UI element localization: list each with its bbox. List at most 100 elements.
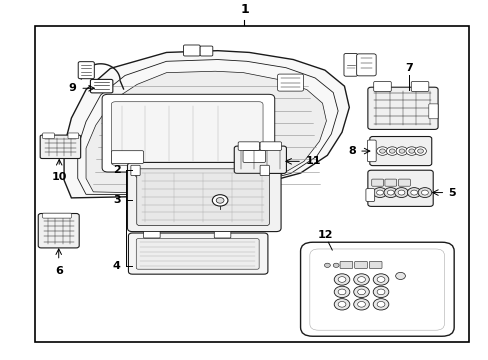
FancyBboxPatch shape	[131, 165, 140, 176]
FancyBboxPatch shape	[214, 231, 230, 238]
FancyBboxPatch shape	[78, 62, 94, 79]
FancyBboxPatch shape	[371, 179, 383, 186]
Circle shape	[353, 274, 368, 285]
FancyBboxPatch shape	[398, 179, 409, 186]
Circle shape	[337, 276, 345, 282]
Circle shape	[388, 149, 394, 153]
Circle shape	[357, 301, 365, 307]
Circle shape	[395, 147, 407, 155]
FancyBboxPatch shape	[38, 213, 79, 248]
Circle shape	[421, 190, 427, 195]
Circle shape	[376, 276, 384, 282]
Circle shape	[353, 299, 368, 310]
FancyBboxPatch shape	[339, 261, 352, 269]
Circle shape	[333, 274, 349, 285]
Circle shape	[357, 289, 365, 295]
Text: 10: 10	[51, 172, 67, 182]
FancyBboxPatch shape	[42, 213, 71, 218]
FancyBboxPatch shape	[234, 146, 286, 174]
Text: 1: 1	[240, 3, 248, 16]
Circle shape	[417, 188, 431, 198]
Text: 3: 3	[113, 195, 121, 205]
FancyBboxPatch shape	[260, 142, 281, 150]
Polygon shape	[86, 71, 326, 193]
Polygon shape	[64, 51, 348, 198]
FancyBboxPatch shape	[343, 54, 357, 76]
Circle shape	[417, 149, 423, 153]
FancyBboxPatch shape	[102, 94, 274, 172]
Circle shape	[333, 286, 349, 298]
FancyBboxPatch shape	[90, 80, 113, 93]
Circle shape	[386, 147, 397, 155]
Circle shape	[397, 190, 404, 195]
Circle shape	[398, 149, 404, 153]
Circle shape	[372, 274, 388, 285]
Circle shape	[337, 289, 345, 295]
Circle shape	[383, 188, 397, 198]
FancyBboxPatch shape	[243, 150, 265, 162]
FancyBboxPatch shape	[260, 165, 269, 176]
Circle shape	[410, 190, 417, 195]
FancyBboxPatch shape	[200, 46, 212, 56]
Text: 12: 12	[317, 230, 332, 240]
FancyBboxPatch shape	[68, 133, 79, 139]
Circle shape	[395, 273, 405, 279]
Text: 8: 8	[347, 146, 355, 156]
Circle shape	[333, 299, 349, 310]
Text: 7: 7	[405, 63, 412, 73]
Circle shape	[379, 149, 385, 153]
Bar	[35, 26, 468, 342]
FancyBboxPatch shape	[183, 45, 200, 56]
Circle shape	[394, 188, 407, 198]
FancyBboxPatch shape	[410, 81, 428, 91]
FancyBboxPatch shape	[368, 261, 381, 269]
Circle shape	[414, 147, 426, 155]
FancyBboxPatch shape	[365, 189, 374, 202]
FancyBboxPatch shape	[300, 242, 453, 336]
FancyBboxPatch shape	[277, 74, 303, 91]
FancyBboxPatch shape	[366, 140, 375, 162]
Circle shape	[376, 190, 383, 195]
Circle shape	[337, 301, 345, 307]
Circle shape	[376, 147, 387, 155]
Text: 4: 4	[113, 261, 121, 271]
FancyBboxPatch shape	[367, 87, 437, 130]
FancyBboxPatch shape	[354, 261, 366, 269]
Circle shape	[372, 188, 386, 198]
Circle shape	[212, 195, 227, 206]
FancyBboxPatch shape	[143, 231, 160, 238]
Circle shape	[324, 263, 330, 267]
FancyBboxPatch shape	[428, 104, 437, 119]
Text: 9: 9	[68, 83, 76, 93]
Text: 2: 2	[113, 165, 121, 175]
Circle shape	[407, 188, 420, 198]
Circle shape	[353, 286, 368, 298]
FancyBboxPatch shape	[128, 233, 267, 274]
Circle shape	[386, 190, 393, 195]
FancyBboxPatch shape	[137, 169, 269, 226]
FancyBboxPatch shape	[367, 170, 432, 206]
Circle shape	[405, 147, 417, 155]
Circle shape	[376, 289, 384, 295]
FancyBboxPatch shape	[373, 81, 390, 91]
Text: 6: 6	[55, 266, 62, 276]
FancyBboxPatch shape	[238, 142, 259, 150]
FancyBboxPatch shape	[42, 133, 54, 139]
Text: 5: 5	[447, 188, 455, 198]
Circle shape	[357, 276, 365, 282]
FancyBboxPatch shape	[384, 179, 396, 186]
Text: 11: 11	[305, 156, 320, 166]
Circle shape	[408, 149, 414, 153]
Circle shape	[376, 301, 384, 307]
Circle shape	[332, 263, 338, 267]
FancyBboxPatch shape	[111, 151, 143, 163]
FancyBboxPatch shape	[111, 102, 263, 165]
FancyBboxPatch shape	[356, 54, 375, 76]
FancyBboxPatch shape	[136, 239, 259, 269]
FancyBboxPatch shape	[40, 135, 81, 158]
Circle shape	[216, 198, 224, 203]
FancyBboxPatch shape	[369, 136, 431, 166]
Circle shape	[372, 286, 388, 298]
FancyBboxPatch shape	[127, 162, 281, 231]
Circle shape	[372, 299, 388, 310]
